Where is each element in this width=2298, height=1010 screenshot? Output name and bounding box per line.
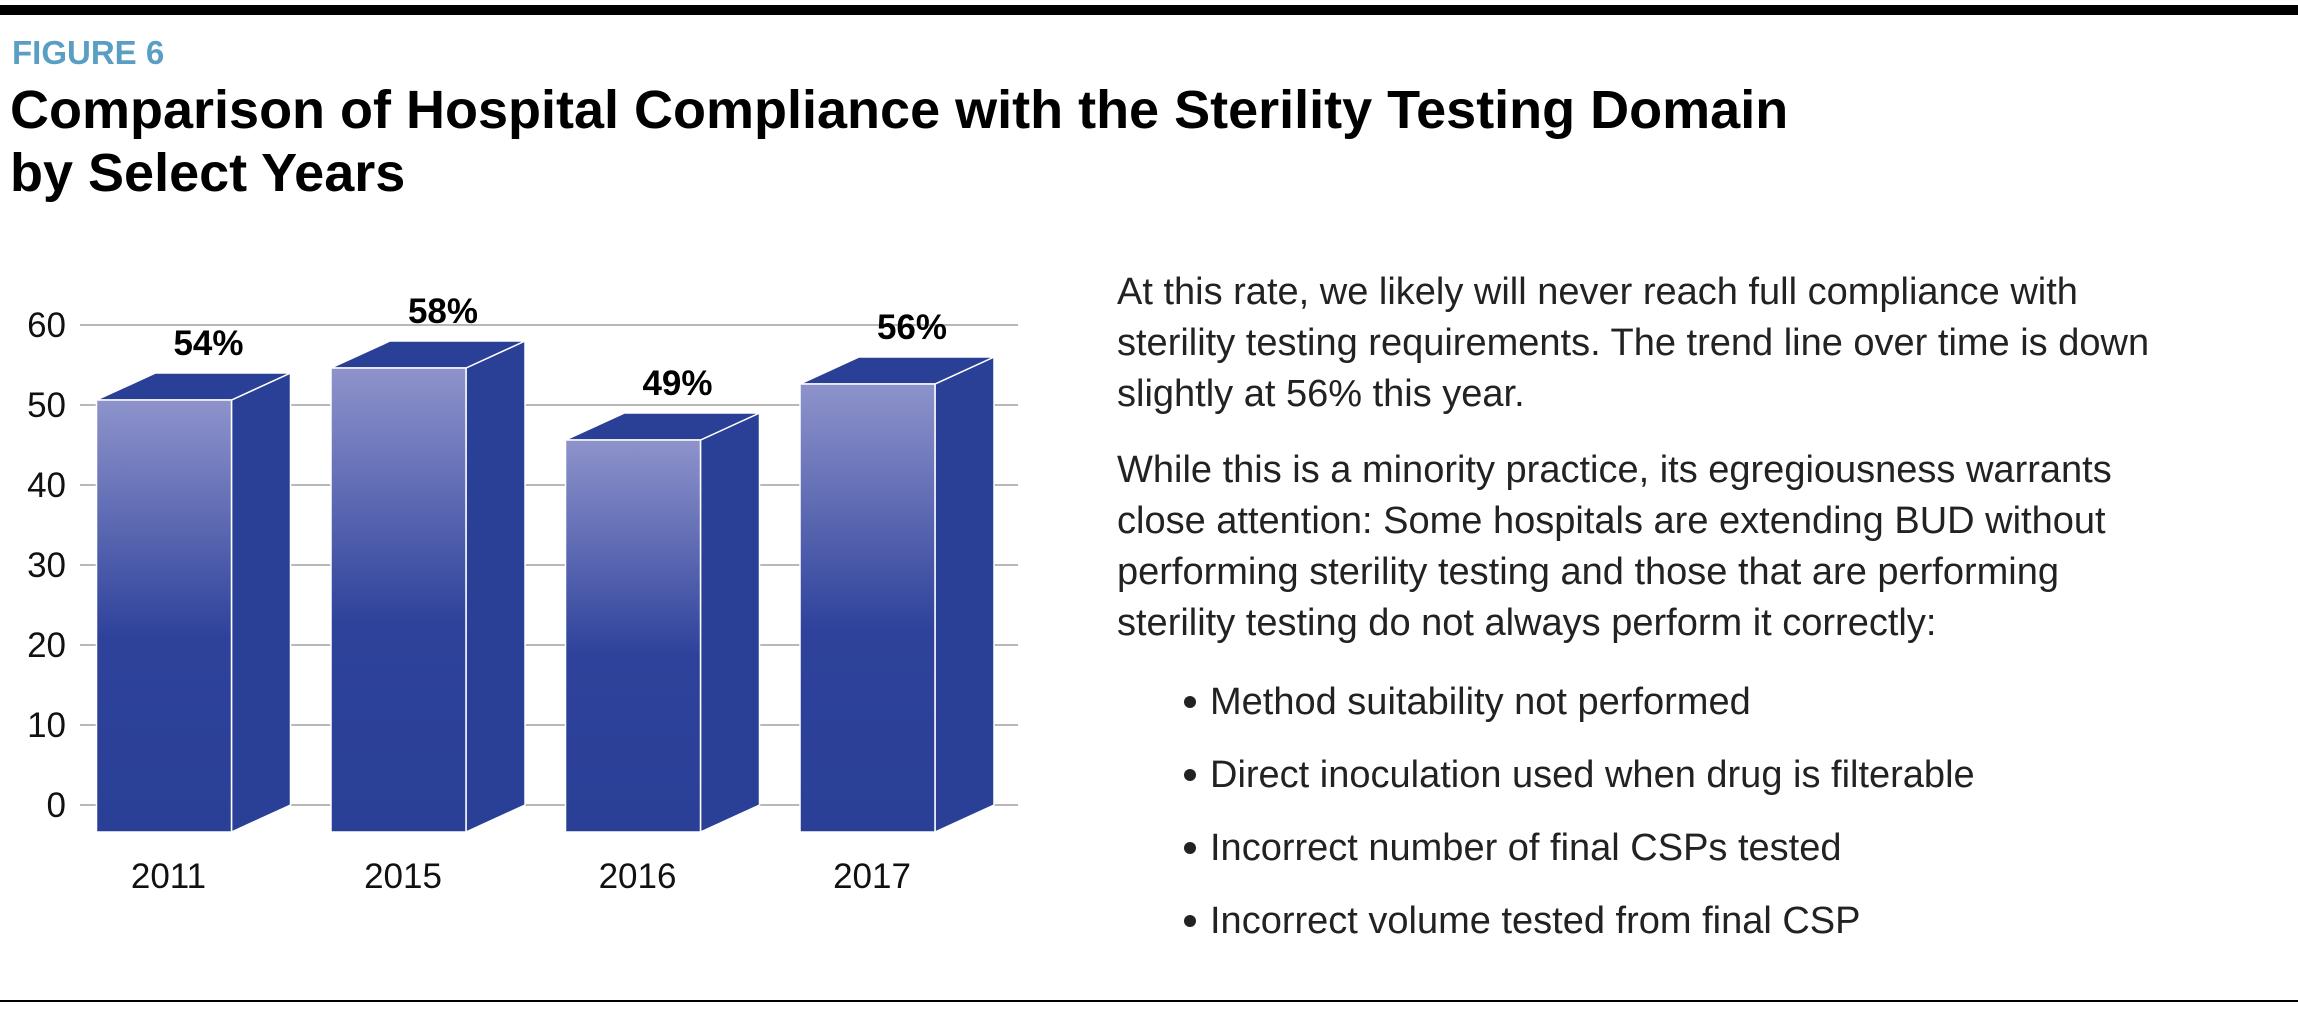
paragraph-line: performing sterility testing and those t… — [1117, 551, 2059, 593]
x-tick-label: 2016 — [599, 857, 677, 896]
y-tick-label: 20 — [27, 626, 66, 665]
bar — [799, 383, 936, 833]
top-rule — [0, 5, 2298, 15]
bullet-item: Method suitability not performed — [1210, 681, 1751, 723]
x-tick-label: 2015 — [364, 857, 442, 896]
y-tick-label: 30 — [27, 546, 66, 585]
value-label: 58% — [408, 292, 478, 331]
y-tick-label: 50 — [27, 386, 66, 425]
bottom-rule — [0, 1000, 2298, 1002]
bar-side — [465, 339, 526, 834]
bar-side — [699, 411, 761, 834]
bullet-dot — [1184, 842, 1196, 854]
chart-title: by Select Years — [10, 143, 405, 203]
bar — [95, 399, 233, 833]
bullet-dot — [1184, 769, 1196, 781]
paragraph-line: slightly at 56% this year. — [1117, 373, 1525, 415]
x-tick-label: 2017 — [833, 857, 911, 896]
bullet-item: Incorrect number of final CSPs tested — [1210, 827, 1842, 869]
paragraph-line: At this rate, we likely will never reach… — [1117, 271, 2078, 313]
value-label: 49% — [642, 364, 712, 403]
chart-title: Comparison of Hospital Compliance with t… — [10, 80, 1788, 140]
paragraph-line: close attention: Some hospitals are exte… — [1117, 500, 2106, 542]
y-tick-label: 0 — [47, 786, 66, 825]
bar-side — [934, 355, 995, 834]
value-label: 56% — [877, 308, 947, 347]
x-tick-label: 2011 — [131, 857, 206, 896]
bullet-dot — [1184, 915, 1196, 927]
paragraph-line: sterility testing requirements. The tren… — [1117, 322, 2149, 364]
value-label: 54% — [173, 324, 243, 363]
bullet-item: Incorrect volume tested from final CSP — [1210, 900, 1860, 942]
paragraph-line: While this is a minority practice, its e… — [1117, 449, 2112, 491]
y-tick-label: 10 — [27, 706, 66, 745]
bar — [330, 367, 467, 833]
paragraph-line: sterility testing do not always perform … — [1117, 602, 1936, 644]
bar-side — [230, 371, 292, 834]
y-tick-label: 60 — [27, 306, 66, 345]
bullet-item: Direct inoculation used when drug is fil… — [1210, 754, 1975, 796]
bar — [564, 439, 702, 833]
figure-label: FIGURE 6 — [12, 34, 164, 71]
bullet-dot — [1184, 696, 1196, 708]
y-tick-label: 40 — [27, 466, 66, 505]
